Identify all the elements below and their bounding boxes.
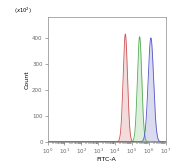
X-axis label: FITC-A: FITC-A [97, 157, 117, 162]
Text: $(x10^2)$: $(x10^2)$ [14, 6, 32, 16]
Y-axis label: Count: Count [25, 70, 30, 89]
